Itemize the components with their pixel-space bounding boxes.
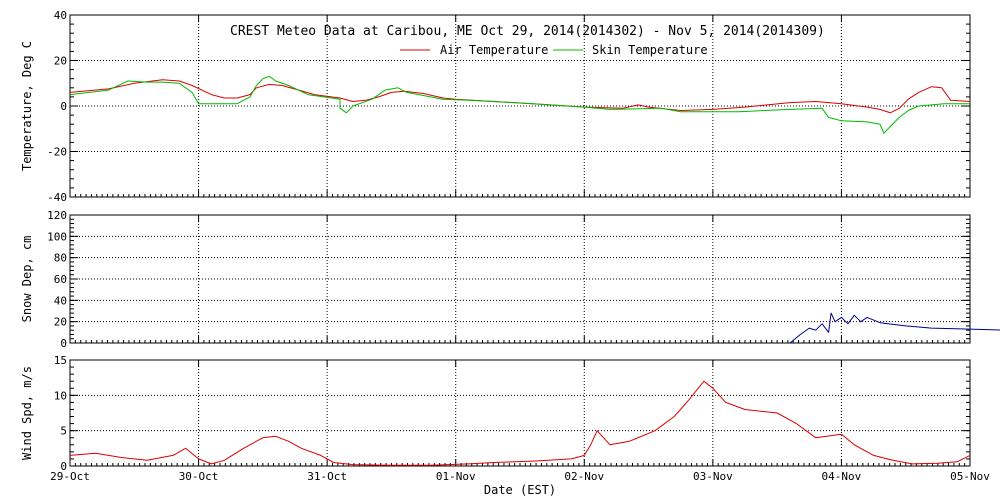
wind-y-axis-label: Wind Spd, m/s	[20, 366, 34, 460]
snow-depth-panel: 0 20 40 60 80 100 120	[47, 209, 1000, 350]
temperature-y-axis-label: Temperature, Deg C	[20, 41, 34, 171]
y-tick-label: 60	[54, 273, 67, 286]
y-tick-label: 5	[60, 425, 67, 438]
plot-frame	[69, 359, 971, 467]
x-tick-label: 03-Nov	[693, 470, 733, 483]
y-tick-label: 40	[54, 9, 67, 22]
legend-air-label: Air Temperature	[440, 43, 548, 57]
air-temperature-line	[69, 79, 971, 114]
y-tick-label: 80	[54, 252, 67, 265]
y-tick-label: 0	[60, 460, 67, 473]
y-tick-label: 15	[54, 354, 67, 367]
y-tick-label: -20	[47, 146, 67, 159]
x-tick-label: 29-Oct	[50, 470, 90, 483]
x-axis-label: Date (EST)	[484, 483, 556, 497]
y-tick-label: 10	[54, 389, 67, 402]
x-tick-label: 30-Oct	[179, 470, 219, 483]
wind-speed-line	[69, 380, 971, 466]
legend-skin-label: Skin Temperature	[592, 43, 708, 57]
y-tick-label: 40	[54, 294, 67, 307]
snow-depth-line	[789, 312, 1000, 344]
y-tick-label: 0	[60, 100, 67, 113]
chart-title: CREST Meteo Data at Caribou, ME Oct 29, …	[230, 24, 825, 39]
x-tick-label: 02-Nov	[564, 470, 604, 483]
y-tick-label: -40	[47, 191, 67, 204]
legend: Air Temperature Skin Temperature	[400, 43, 708, 57]
skin-temperature-line	[69, 75, 970, 134]
y-tick-label: 0	[60, 337, 67, 350]
x-tick-label: 31-Oct	[307, 470, 347, 483]
y-tick-label: 100	[47, 230, 67, 243]
y-tick-label: 20	[54, 55, 67, 68]
x-tick-label: 04-Nov	[822, 470, 862, 483]
y-tick-label: 120	[47, 209, 67, 222]
x-tick-label: 05-Nov	[950, 470, 990, 483]
temperature-panel: -40 -20 0 20 40	[47, 9, 971, 204]
wind-speed-panel: 0 5 10 15	[54, 354, 971, 473]
y-tick-label: 20	[54, 316, 67, 329]
snow-y-axis-label: Snow Dep, cm	[20, 236, 34, 323]
x-tick-label: 01-Nov	[436, 470, 476, 483]
